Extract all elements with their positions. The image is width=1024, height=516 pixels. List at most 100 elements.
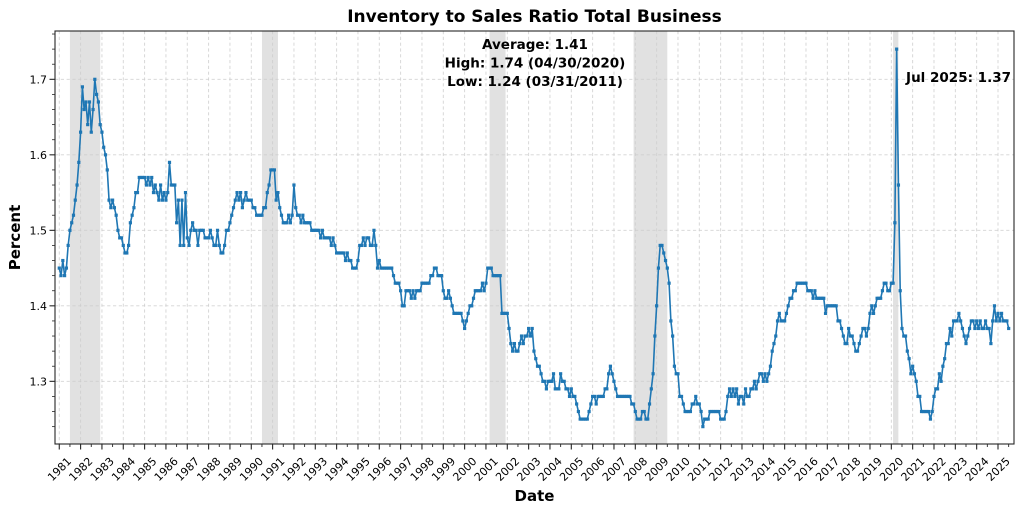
data-point-marker (276, 190, 280, 195)
data-point-marker (361, 236, 365, 240)
data-point-marker (439, 274, 444, 278)
data-point-marker (464, 319, 469, 323)
data-point-marker (916, 394, 920, 399)
data-point-marker (683, 409, 687, 414)
data-point-marker (205, 236, 209, 240)
data-point-marker (402, 304, 406, 308)
data-point-marker (850, 334, 854, 338)
data-point-marker (784, 311, 789, 315)
data-point-marker (802, 281, 806, 285)
data-point-marker (443, 296, 447, 300)
x-tick-label: 1985 (130, 455, 159, 484)
data-point-marker (365, 236, 369, 240)
data-point-marker (343, 258, 348, 263)
x-tick-label: 1999 (429, 455, 458, 484)
data-point-marker (633, 409, 637, 414)
data-point-marker (665, 266, 669, 270)
data-point-marker (311, 228, 316, 232)
data-point-marker (416, 289, 420, 293)
x-tick-label: 1990 (237, 455, 266, 484)
data-point-marker (740, 394, 744, 399)
data-point-marker (219, 251, 223, 255)
x-tick-label: 2005 (557, 455, 586, 484)
data-point-marker (836, 319, 840, 323)
data-point-marker (192, 228, 196, 232)
data-point-marker (294, 206, 298, 210)
data-point-marker (576, 409, 581, 414)
ratio-line (58, 48, 1010, 428)
data-point-marker (427, 281, 431, 285)
data-point-marker (406, 289, 410, 293)
data-point-marker (658, 243, 662, 248)
data-point-marker (736, 402, 741, 406)
data-point-marker (834, 304, 838, 308)
x-tick-label: 1983 (88, 455, 117, 484)
data-point-marker (605, 387, 609, 391)
data-point-marker (813, 289, 817, 293)
data-point-marker (831, 304, 835, 308)
data-point-marker (68, 228, 72, 232)
data-point-marker (496, 274, 501, 278)
data-point-marker (166, 190, 170, 195)
latest-value-annotation: Jul 2025: 1.37 (905, 70, 1011, 86)
data-point-marker (743, 387, 748, 391)
data-point-marker (790, 296, 794, 300)
data-point-marker (823, 311, 828, 315)
data-point-marker (544, 387, 549, 391)
data-point-marker (919, 409, 924, 414)
data-point-marker (647, 402, 652, 406)
data-point-marker (950, 334, 954, 338)
gridlines (55, 31, 1014, 444)
data-point-marker (89, 130, 93, 134)
data-point-marker (70, 221, 74, 225)
data-point-marker (374, 243, 378, 248)
data-point-marker (432, 266, 436, 270)
x-tick-label: 1989 (216, 455, 245, 484)
recession-band (261, 31, 278, 444)
x-tick-label: 1998 (408, 455, 437, 484)
data-point-marker (299, 221, 303, 225)
data-point-marker (592, 394, 597, 399)
data-point-marker (614, 387, 618, 391)
data-point-marker (429, 274, 433, 278)
data-point-marker (77, 160, 81, 164)
data-point-marker (953, 319, 957, 323)
x-tick-label: 2022 (920, 455, 949, 484)
data-point-marker (546, 379, 550, 383)
axis-ticks (49, 33, 1010, 450)
data-point-marker (967, 326, 972, 331)
x-tick-label: 1997 (386, 455, 415, 484)
x-tick-label: 1984 (109, 455, 138, 484)
data-point-marker (738, 394, 742, 399)
data-point-marker (747, 394, 751, 399)
data-point-marker (598, 394, 602, 399)
data-point-marker (710, 409, 714, 414)
data-point-marker (703, 417, 707, 421)
data-series (57, 47, 1011, 429)
data-point-marker (717, 409, 721, 414)
x-tick-label: 1993 (301, 455, 330, 484)
data-point-marker (196, 243, 200, 248)
data-point-marker (791, 289, 796, 293)
data-point-marker (898, 289, 902, 293)
data-point-marker (279, 213, 284, 217)
data-point-marker (779, 319, 783, 323)
data-point-marker (436, 274, 440, 278)
data-point-marker (756, 379, 760, 383)
y-tick-label: 1.3 (30, 375, 48, 388)
data-point-marker (512, 341, 517, 346)
data-point-marker (905, 349, 909, 353)
data-point-marker (448, 296, 453, 300)
data-point-marker (998, 319, 1002, 323)
data-point-marker (87, 100, 92, 104)
data-point-marker (795, 281, 799, 285)
data-point-marker (612, 379, 616, 383)
data-point-marker (57, 266, 61, 270)
data-point-marker (660, 243, 664, 248)
data-point-marker (884, 281, 888, 285)
data-point-marker (722, 417, 726, 421)
data-point-marker (84, 100, 88, 104)
data-point-marker (507, 326, 511, 331)
data-point-marker (843, 341, 847, 346)
data-point-marker (994, 319, 998, 323)
